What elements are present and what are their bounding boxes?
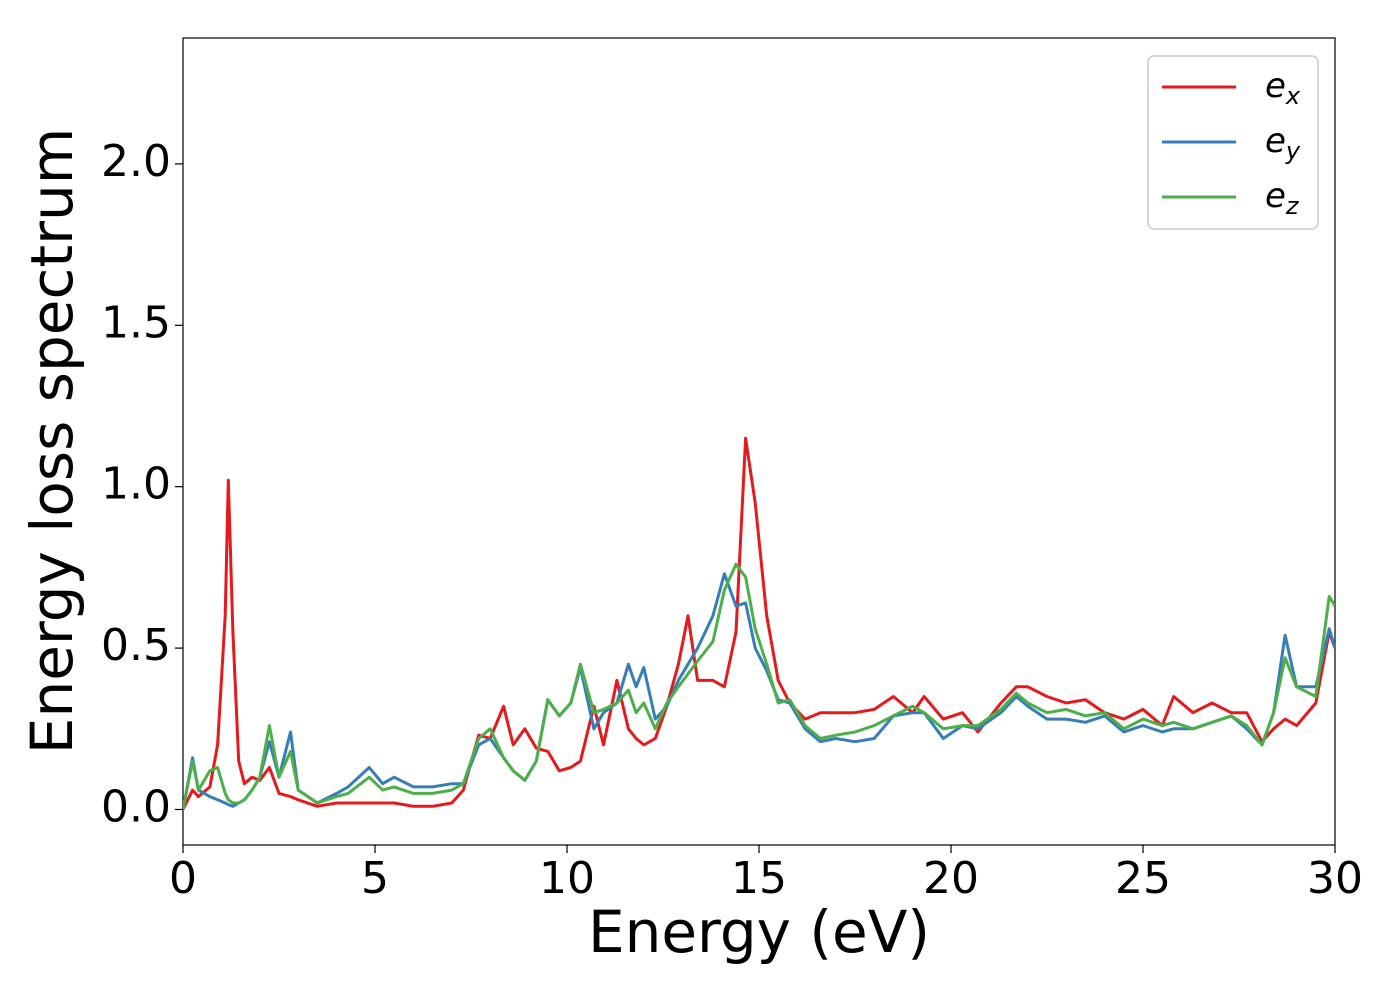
x-tick-label: 0 bbox=[169, 853, 197, 904]
x-tick-label: 20 bbox=[923, 853, 979, 904]
series-line bbox=[183, 572, 1335, 810]
x-axis-label: Energy (eV) bbox=[588, 898, 930, 966]
x-tick-label: 5 bbox=[361, 853, 389, 904]
y-tick-label: 1.0 bbox=[101, 459, 171, 510]
y-axis-label: Energy loss spectrum bbox=[18, 128, 86, 754]
y-tick-label: 2.0 bbox=[101, 136, 171, 187]
y-tick-label: 1.5 bbox=[101, 297, 171, 348]
y-tick-label: 0.0 bbox=[101, 781, 171, 832]
legend-label: ez bbox=[1265, 176, 1300, 221]
x-tick-label: 15 bbox=[731, 853, 787, 904]
x-tick-label: 25 bbox=[1115, 853, 1171, 904]
x-tick-label: 10 bbox=[539, 853, 595, 904]
legend-label: ex bbox=[1265, 66, 1301, 111]
legend-label: ey bbox=[1265, 121, 1301, 166]
x-tick-label: 30 bbox=[1307, 853, 1363, 904]
y-tick-label: 0.5 bbox=[101, 620, 171, 671]
series-line bbox=[183, 562, 1335, 810]
series-line bbox=[183, 436, 1335, 811]
